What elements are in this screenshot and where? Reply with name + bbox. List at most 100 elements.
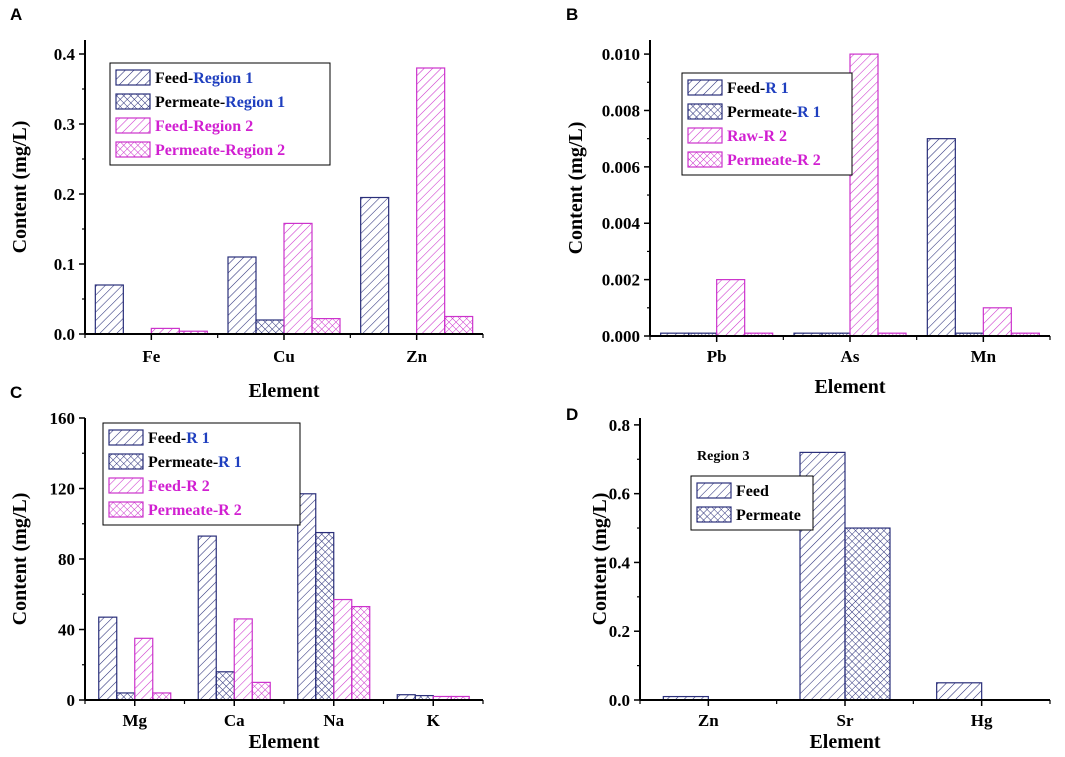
legend-swatch: [115, 69, 151, 86]
bar-permeate-r-2-ca: [251, 681, 271, 701]
y-tick-label: 0.4: [54, 45, 76, 64]
bar-feed-region-2-zn: [416, 67, 446, 335]
bar-feed-region-1-zn: [360, 196, 390, 335]
x-tick-label: Sr: [837, 711, 854, 730]
panel-letter: C: [10, 383, 22, 402]
panel-c: C 0 40 80 120 160 Mg Ca Na K Element Content (mg/L)…: [9, 383, 484, 753]
legend: Feed-Region 1 Permeate-Region 1 Feed-Regio…: [109, 62, 331, 166]
legend-swatch: [115, 141, 151, 158]
x-tick-label: Hg: [971, 711, 993, 730]
bar-feed-region-1-cu: [227, 256, 257, 335]
bar-raw-r-2-pb: [716, 279, 746, 337]
x-tick-label: Zn: [698, 711, 719, 730]
panel-a: A 0.0 0.1 0.2 0.3 0.4 Fe Cu Zn Element Content (mg…: [9, 5, 484, 402]
legend-label: Permeate: [736, 507, 801, 524]
y-tick-label: 0.1: [54, 255, 75, 274]
x-tick-label: Zn: [406, 347, 427, 366]
bar-permeate-region-2-zn: [444, 315, 474, 335]
bar-permeate-r-1-na: [315, 531, 335, 701]
legend-label: Raw-R 2: [727, 128, 787, 145]
legend-swatch: [115, 117, 151, 134]
y-tick-label: 0.0: [54, 325, 75, 344]
y-axis-title: Content (mg/L): [9, 121, 31, 254]
legend: Feed Permeate: [690, 475, 814, 531]
y-tick-label: 0.002: [602, 271, 640, 290]
legend-swatch: [687, 79, 723, 96]
x-tick-label: Mg: [122, 711, 147, 730]
panel-letter: B: [566, 5, 578, 24]
y-axis-title: Content (mg/L): [565, 122, 587, 255]
legend-swatch: [687, 127, 723, 144]
bar-raw-r-2-as: [849, 53, 879, 337]
region-annotation: Region 3: [697, 449, 750, 464]
bar-feed-r-2-ca: [233, 618, 253, 701]
bar-permeate-sr: [844, 527, 891, 701]
legend-label: Permeate-R 1: [727, 104, 821, 121]
legend-label: Permeate-Region 1: [155, 94, 285, 111]
legend-swatch: [687, 151, 723, 168]
y-tick-label: 40: [58, 621, 75, 640]
legend-swatch: [108, 429, 144, 446]
legend-swatch: [696, 506, 732, 523]
bar-permeate-r-1-mg: [116, 692, 136, 701]
panel-b: B 0.000 0.002 0.004 0.006 0.008 0.010 Pb As Mn Ele…: [565, 5, 1051, 398]
x-tick-label: Cu: [273, 347, 295, 366]
bar-permeate-region-1-cu: [255, 319, 285, 335]
y-tick-label: 0.2: [54, 185, 75, 204]
panel-letter: D: [566, 405, 578, 424]
bar-feed-region-2-cu: [283, 222, 313, 335]
bar-feed-r-1-mn: [926, 138, 956, 337]
legend-label: Feed-Region 1: [155, 70, 253, 87]
x-tick-label: Fe: [142, 347, 160, 366]
bar-feed-r-2-na: [333, 598, 353, 701]
bar-feed-region-1-fe: [94, 284, 124, 335]
bar-feed-r-1-ca: [197, 535, 217, 701]
y-tick-label: 120: [50, 480, 76, 499]
bar-raw-r-2-mn: [982, 307, 1012, 337]
legend-label: Feed-R 1: [727, 80, 789, 97]
y-tick-label: 0.004: [602, 214, 641, 233]
y-tick-label: 80: [58, 550, 75, 569]
panel-d: D 0.0 0.2 0.4 0.6 0.8 Zn Sr Hg Element Content (mg…: [566, 405, 1051, 753]
legend-label: Permeate-R 2: [148, 502, 242, 519]
x-axis-title: Element: [248, 731, 319, 753]
legend-label: Feed: [736, 483, 769, 500]
y-tick-label: 0.008: [602, 101, 640, 120]
y-tick-label: 160: [50, 409, 76, 428]
bar-permeate-r-2-na: [351, 605, 371, 701]
x-axis-title: Element: [248, 380, 319, 402]
legend: Feed-R 1 Permeate-R 1 Raw-R 2 Permeate-R 2: [681, 72, 853, 176]
x-tick-label: Mn: [971, 347, 997, 366]
bar-feed-hg: [936, 682, 983, 701]
x-tick-label: K: [427, 711, 441, 730]
x-axis-title: Element: [809, 731, 880, 753]
y-tick-label: 0.8: [609, 416, 630, 435]
bar-permeate-r-1-ca: [215, 671, 235, 701]
legend-swatch: [108, 501, 144, 518]
x-tick-label: Ca: [224, 711, 245, 730]
legend-label: Feed-R 1: [148, 430, 210, 447]
y-tick-label: 0.4: [609, 553, 631, 572]
legend-label: Permeate-R 1: [148, 454, 242, 471]
legend-label: Permeate-Region 2: [155, 142, 285, 159]
x-tick-label: As: [841, 347, 860, 366]
legend-label: Feed-Region 2: [155, 118, 253, 135]
y-axis-title: Content (mg/L): [9, 493, 31, 626]
y-tick-label: 0.000: [602, 327, 640, 346]
y-tick-label: 0.3: [54, 115, 75, 134]
panel-letter: A: [10, 5, 22, 24]
legend-label: Feed-R 2: [148, 478, 210, 495]
bar-feed-r-2-mg: [134, 637, 154, 701]
y-tick-label: 0.6: [609, 485, 630, 504]
x-tick-label: Pb: [707, 347, 727, 366]
x-tick-label: Na: [323, 711, 344, 730]
bar-permeate-r-2-mg: [152, 692, 172, 701]
legend-swatch: [687, 103, 723, 120]
y-tick-label: 0.2: [609, 622, 630, 641]
y-tick-label: 0.010: [602, 45, 640, 64]
legend: Feed-R 1 Permeate-R 1 Feed-R 2 Permeate-R 2: [102, 422, 301, 526]
legend-swatch: [115, 93, 151, 110]
y-axis-title: Content (mg/L): [589, 493, 611, 626]
y-tick-label: 0.006: [602, 158, 640, 177]
